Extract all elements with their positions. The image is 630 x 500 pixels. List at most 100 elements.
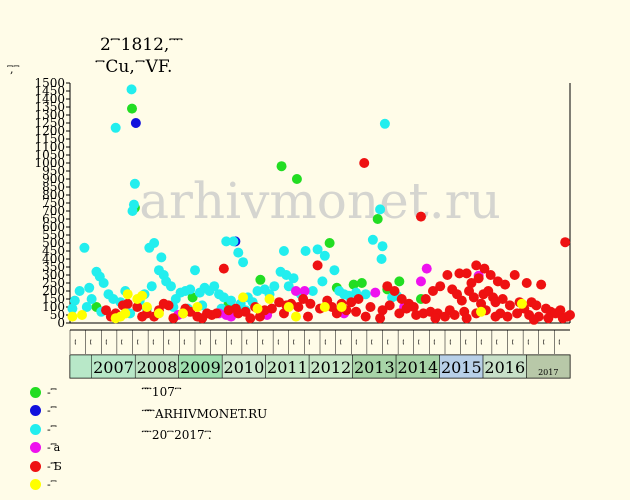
- data-point: [394, 308, 405, 319]
- legend-item: - ꙯꙯: [30, 476, 62, 495]
- y-tick-label: 1250: [34, 116, 65, 130]
- data-point: [490, 311, 501, 322]
- halfyear-label: ꙯꙯: [230, 339, 232, 345]
- data-point: [317, 276, 328, 287]
- data-point: [396, 294, 407, 304]
- legend-label: - ꙯꙯: [47, 478, 54, 492]
- data-point: [209, 281, 220, 292]
- data-point: [351, 306, 362, 317]
- halfyear-label: ꙯꙯: [168, 339, 170, 345]
- data-point: [122, 289, 133, 300]
- data-point: [291, 174, 302, 184]
- legend-swatch: [30, 460, 41, 472]
- data-point: [245, 313, 256, 324]
- data-point: [117, 300, 128, 311]
- data-point: [127, 206, 138, 216]
- data-point: [461, 313, 472, 324]
- data-point: [500, 279, 511, 290]
- data-point: [454, 268, 465, 279]
- data-point: [382, 281, 393, 292]
- data-point: [79, 242, 90, 253]
- halfyear-label: ꙯꙯: [511, 339, 513, 345]
- data-point: [471, 260, 482, 271]
- data-point: [449, 310, 460, 320]
- y-tick-label: 350: [42, 260, 65, 274]
- y-tick-label: 1200: [34, 124, 65, 138]
- data-point: [84, 282, 95, 293]
- data-point: [466, 278, 477, 288]
- data-point: [384, 300, 395, 311]
- note-line-1: ꙯꙯꙯ ꙯꙯ 107 ꙯꙯: [145, 385, 178, 399]
- data-point: [365, 302, 376, 312]
- data-point: [149, 238, 160, 248]
- data-point: [476, 306, 487, 317]
- year-band: [526, 354, 571, 379]
- data-point: [359, 158, 370, 168]
- data-point: [290, 311, 301, 322]
- legend-label: - ꙯꙯꙯a: [47, 441, 61, 455]
- data-point: [367, 234, 378, 245]
- data-point: [238, 257, 249, 268]
- chart-notes: ꙯꙯꙯ ꙯꙯ 107 ꙯꙯ ꙯ ꙯꙯꙯꙯ ꙯꙯ ARHIVMONET.RU ꙯꙯…: [145, 382, 267, 447]
- halfyear-label: ꙯꙯: [324, 339, 326, 345]
- data-point: [290, 286, 301, 296]
- y-tick-label: 1350: [34, 100, 65, 114]
- legend-label: - ꙯꙯꙯꙯Б: [47, 459, 62, 473]
- data-point: [130, 118, 141, 128]
- y-tick-label: 500: [42, 236, 65, 250]
- halfyear-label: ꙯꙯: [558, 339, 560, 345]
- data-point: [375, 313, 386, 324]
- y-tick-label: 0: [57, 316, 65, 330]
- data-point: [69, 295, 80, 306]
- data-point: [435, 281, 446, 292]
- data-point: [528, 314, 539, 325]
- data-point: [531, 300, 542, 311]
- data-point: [67, 303, 78, 314]
- data-point: [312, 260, 323, 271]
- legend-swatch: [30, 386, 41, 398]
- year-label: 2014: [397, 358, 438, 377]
- year-label: 2017: [538, 368, 558, 377]
- data-point: [456, 295, 467, 306]
- data-point: [512, 308, 523, 319]
- halfyear-label: ꙯꙯: [277, 339, 279, 345]
- halfyear-label: ꙯꙯: [293, 339, 295, 345]
- y-tick-label: 1400: [34, 92, 65, 106]
- data-point: [346, 297, 357, 308]
- data-point: [101, 305, 112, 316]
- halfyear-label: ꙯꙯: [371, 339, 373, 345]
- data-point: [543, 313, 554, 324]
- data-point: [126, 84, 137, 95]
- data-point: [427, 286, 438, 296]
- data-point: [254, 311, 265, 322]
- note-line-2: ꙯ ꙯꙯꙯꙯ ꙯꙯ ARHIVMONET.RU: [145, 406, 268, 421]
- y-tick-label: 200: [42, 284, 65, 298]
- year-label: 2016: [484, 358, 525, 377]
- data-point: [283, 302, 294, 312]
- data-point: [430, 313, 441, 324]
- y-tick-label: 950: [42, 164, 65, 178]
- y-tick-label: 250: [42, 276, 65, 290]
- halfyear-label: ꙯꙯: [527, 339, 529, 345]
- data-point: [319, 250, 330, 261]
- y-tick-label: 300: [42, 268, 65, 282]
- y-tick-label: 750: [42, 196, 65, 210]
- data-point: [190, 265, 200, 276]
- data-point: [86, 294, 97, 304]
- y-tick-label: 1000: [34, 156, 65, 170]
- halfyear-label: ꙯꙯: [261, 339, 263, 345]
- data-point: [536, 279, 547, 290]
- halfyear-label: ꙯꙯: [449, 339, 451, 345]
- y-tick-label: 1150: [34, 132, 65, 146]
- y-tick-label: 1450: [34, 84, 65, 98]
- data-point: [274, 297, 285, 308]
- chart-title-line-2: ꙯꙯ Cu, ꙯꙯ VF.: [100, 57, 173, 77]
- data-point: [555, 305, 566, 316]
- data-point: [329, 265, 340, 276]
- year-label: 2009: [180, 358, 221, 377]
- data-point: [348, 279, 359, 290]
- halfyear-label: ꙯꙯: [496, 339, 498, 345]
- legend-item: - ꙯꙯꙯: [30, 402, 62, 421]
- data-point: [516, 298, 527, 309]
- y-tick-label: 850: [42, 180, 65, 194]
